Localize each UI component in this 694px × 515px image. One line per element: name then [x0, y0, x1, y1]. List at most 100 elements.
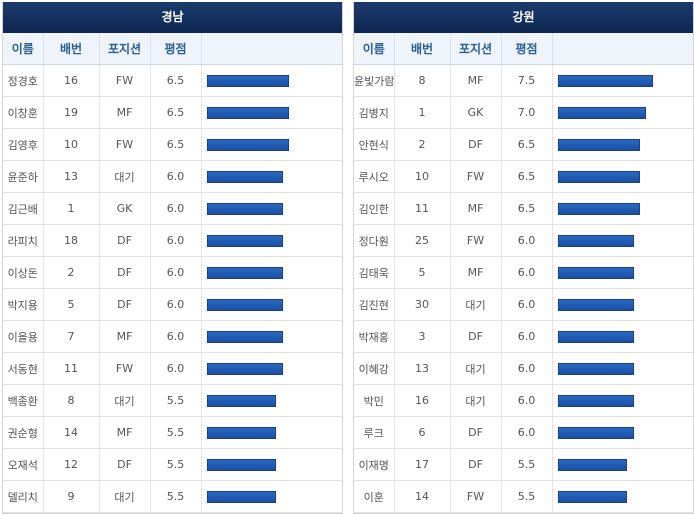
rating-bar-cell: [201, 352, 342, 385]
player-number: 14: [43, 416, 100, 449]
rating-bar-cell: [552, 256, 693, 289]
rating-bar: [206, 298, 283, 311]
player-name: 루시오: [354, 160, 395, 193]
rating-bar-cell: [201, 256, 342, 289]
table-row: 박지용 5 DF 6.0: [3, 288, 342, 321]
team-name-header: 경남: [3, 2, 342, 33]
player-number: 5: [394, 256, 451, 289]
table-row: 델리치 9 대기 5.5: [3, 480, 342, 513]
table-row: 윤빛가람 8 MF 7.5: [354, 64, 693, 97]
player-position: DF: [450, 128, 502, 161]
rating-bar: [557, 266, 634, 279]
rating-bar: [557, 106, 646, 119]
rating-bar-cell: [201, 320, 342, 353]
player-rating: 6.5: [150, 64, 202, 97]
player-rating: 6.0: [501, 352, 553, 385]
rating-bar-cell: [201, 288, 342, 321]
table-row: 백종환 8 대기 5.5: [3, 384, 342, 417]
player-name: 이을용: [3, 320, 44, 353]
table-row: 이훈 14 FW 5.5: [354, 480, 693, 513]
rating-bar-cell: [552, 96, 693, 129]
rating-bar: [206, 138, 289, 151]
player-position: FW: [450, 160, 502, 193]
rating-bar: [206, 106, 289, 119]
player-name: 김인한: [354, 192, 395, 225]
player-rating: 6.5: [501, 128, 553, 161]
rating-bar: [206, 490, 276, 503]
player-rating: 6.0: [501, 224, 553, 257]
table-row: 루크 6 DF 6.0: [354, 416, 693, 449]
player-rating: 6.0: [501, 288, 553, 321]
player-position: MF: [99, 96, 151, 129]
player-name: 윤준하: [3, 160, 44, 193]
player-name: 이상돈: [3, 256, 44, 289]
player-number: 13: [394, 352, 451, 385]
player-name: 김근배: [3, 192, 44, 225]
rating-bar-cell: [552, 320, 693, 353]
rating-bar-cell: [201, 160, 342, 193]
player-name: 라피치: [3, 224, 44, 257]
player-number: 5: [43, 288, 100, 321]
rating-bar-cell: [201, 128, 342, 161]
player-rating: 6.0: [150, 224, 202, 257]
player-number: 12: [43, 448, 100, 481]
player-position: FW: [450, 224, 502, 257]
player-position: GK: [99, 192, 151, 225]
player-name: 김영후: [3, 128, 44, 161]
player-number: 18: [43, 224, 100, 257]
player-rating-table: 이름 배번 포지션 평점 정경호 16 FW 6.5 이창훈 19 MF 6.5 김영후 10 FW…: [3, 33, 342, 513]
player-name: 김태욱: [354, 256, 395, 289]
player-number: 2: [394, 128, 451, 161]
player-number: 7: [43, 320, 100, 353]
player-rating: 6.5: [501, 160, 553, 193]
player-rating: 5.5: [501, 480, 553, 513]
rating-bar-cell: [201, 448, 342, 481]
player-rating: 5.5: [501, 448, 553, 481]
rating-bar: [206, 202, 283, 215]
table-row: 이을용 7 MF 6.0: [3, 320, 342, 353]
rating-bar-cell: [552, 224, 693, 257]
player-position: MF: [450, 192, 502, 225]
column-header-number: 배번: [43, 33, 100, 65]
rating-bar-cell: [201, 384, 342, 417]
player-name: 윤빛가람: [354, 64, 395, 97]
player-position: 대기: [450, 384, 502, 417]
player-rating: 6.0: [150, 160, 202, 193]
player-name: 정다훤: [354, 224, 395, 257]
player-rows: 정경호 16 FW 6.5 이창훈 19 MF 6.5 김영후 10 FW 6.5 윤준하 13 대기 6.0…: [3, 64, 342, 513]
table-row: 라피치 18 DF 6.0: [3, 224, 342, 257]
rating-bar: [206, 362, 283, 375]
rating-bar: [557, 202, 640, 215]
table-row: 김영후 10 FW 6.5: [3, 128, 342, 161]
column-header-name: 이름: [3, 33, 44, 65]
player-number: 14: [394, 480, 451, 513]
player-position: DF: [450, 448, 502, 481]
table-row: 권순형 14 MF 5.5: [3, 416, 342, 449]
column-header-position: 포지션: [99, 33, 151, 65]
player-position: DF: [450, 416, 502, 449]
table-row: 오재석 12 DF 5.5: [3, 448, 342, 481]
player-number: 8: [43, 384, 100, 417]
rating-bar-cell: [201, 224, 342, 257]
rating-bar: [557, 330, 634, 343]
rating-bar-cell: [552, 160, 693, 193]
player-name: 박지용: [3, 288, 44, 321]
table-row: 정다훤 25 FW 6.0: [354, 224, 693, 257]
table-row: 이재명 17 DF 5.5: [354, 448, 693, 481]
table-row: 이창훈 19 MF 6.5: [3, 96, 342, 129]
rating-bar: [557, 362, 634, 375]
player-rating: 6.0: [501, 384, 553, 417]
rating-bar: [206, 394, 276, 407]
rating-bar: [557, 298, 634, 311]
player-position: 대기: [450, 352, 502, 385]
table-row: 김병지 1 GK 7.0: [354, 96, 693, 129]
table-row: 김근배 1 GK 6.0: [3, 192, 342, 225]
table-row: 이상돈 2 DF 6.0: [3, 256, 342, 289]
table-row: 서동현 11 FW 6.0: [3, 352, 342, 385]
table-row: 이혜강 13 대기 6.0: [354, 352, 693, 385]
player-rating: 6.0: [501, 320, 553, 353]
rating-bar: [206, 74, 289, 87]
player-position: 대기: [99, 480, 151, 513]
column-header-row: 이름 배번 포지션 평점: [354, 33, 693, 65]
player-rating: 6.0: [150, 256, 202, 289]
